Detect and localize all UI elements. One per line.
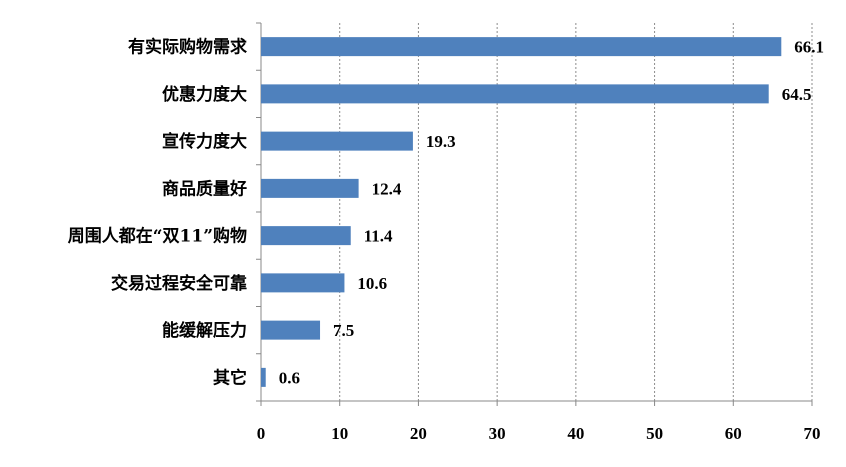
x-tick-label: 50: [646, 424, 663, 443]
category-label: 优惠力度大: [162, 84, 247, 105]
category-label: 宣传力度大: [162, 131, 247, 152]
data-label: 64.5: [782, 85, 812, 104]
x-tick-label: 40: [567, 424, 584, 443]
x-tick-label: 30: [489, 424, 506, 443]
category-label: 周围人都在“双11”购物: [68, 226, 247, 247]
x-tick-label: 20: [410, 424, 427, 443]
category-label: 商品质量好: [162, 178, 247, 199]
data-label: 10.6: [357, 274, 387, 293]
data-label: 66.1: [794, 38, 824, 57]
x-tick-label: 60: [725, 424, 742, 443]
category-label: 交易过程安全可靠: [111, 273, 247, 294]
bar: [261, 131, 413, 151]
bar: [261, 273, 345, 293]
bar: [261, 320, 321, 340]
bar: [261, 84, 769, 104]
bar: [261, 226, 351, 246]
category-label: 能缓解压力: [162, 320, 247, 341]
bar: [261, 178, 359, 198]
data-label: 7.5: [333, 321, 354, 340]
data-label: 0.6: [279, 368, 300, 387]
bar: [261, 37, 782, 57]
x-tick-label: 0: [257, 424, 266, 443]
x-tick-label: 10: [331, 424, 348, 443]
category-label: 其它: [213, 367, 247, 388]
x-tick-label: 70: [804, 424, 821, 443]
data-label: 12.4: [372, 179, 402, 198]
category-label: 有实际购物需求: [128, 37, 247, 58]
bar: [261, 367, 266, 387]
bars: [261, 37, 782, 387]
gridlines: [339, 23, 813, 401]
data-label: 19.3: [426, 132, 456, 151]
data-label: 11.4: [364, 227, 393, 246]
labels: 0 10 20 30 40 50 60 70 有实际购物需求 66.1 优惠力度大 64.5 宣传力度大…: [68, 37, 824, 443]
